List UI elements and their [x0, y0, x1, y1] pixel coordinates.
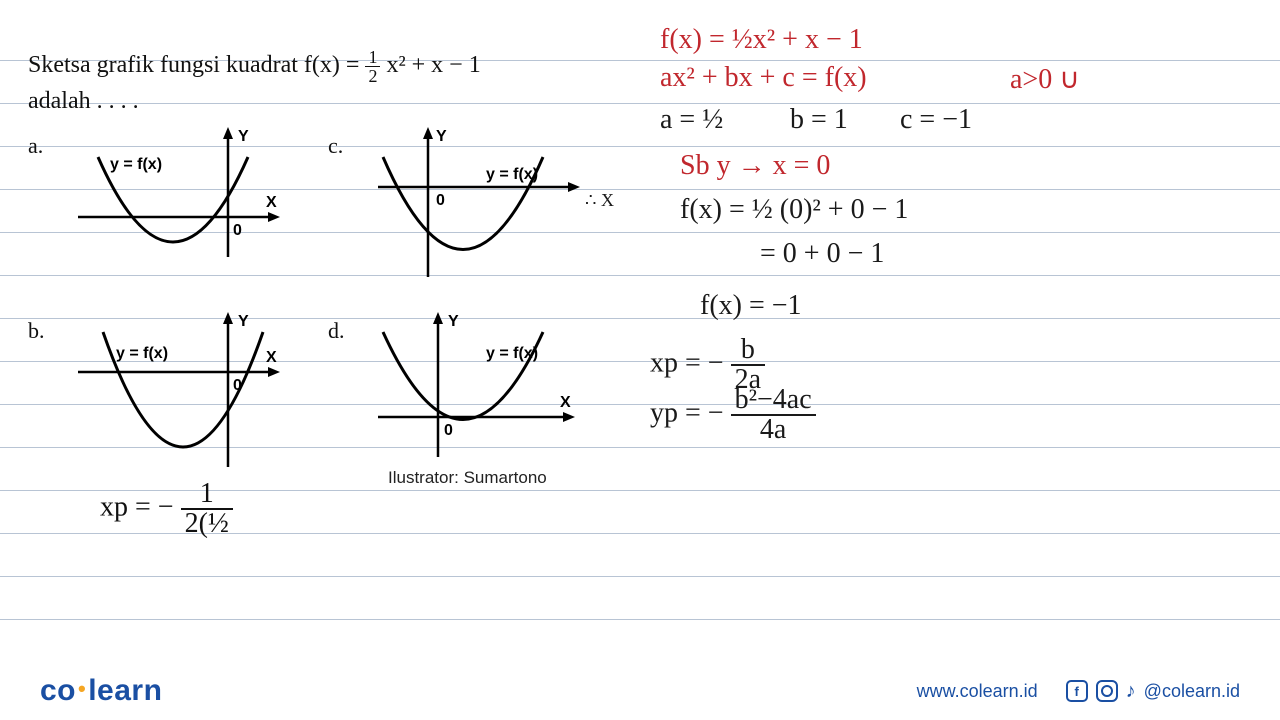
q-suffix: x² + x − 1 [386, 52, 480, 78]
d-x-axis: X [560, 394, 571, 411]
hw-b: b = 1 [790, 104, 848, 136]
q-line2: adalah . . . . [28, 88, 139, 114]
xp-working: xp = − 1 2(½ [100, 480, 233, 538]
hw-line-1: f(x) = ½x² + x − 1 [660, 24, 863, 56]
graph-a: Y X 0 y = f(x) [68, 127, 288, 292]
b-x-axis: X [266, 349, 277, 366]
hw-yp-prefix: yp = − [650, 397, 731, 428]
hw-sby: Sb y → x = 0 [680, 150, 830, 182]
b-origin: 0 [233, 377, 242, 394]
hw-xp-num: b [731, 336, 765, 366]
question-text: Sketsa grafik fungsi kuadrat f(x) = 1 2 … [28, 48, 618, 117]
options-grid: a. Y X 0 y = f(x) c. [28, 127, 618, 487]
hw-a: a = ½ [660, 104, 723, 136]
hw-result: f(x) = −1 [700, 290, 802, 322]
option-a: a. Y X 0 y = f(x) [28, 127, 308, 302]
facebook-icon: f [1066, 680, 1088, 702]
xp-working-den: 2(½ [181, 510, 233, 538]
q-frac-den: 2 [365, 67, 380, 85]
option-d: d. Y X 0 y = f(x) [328, 312, 608, 487]
option-c-label: c. [328, 133, 343, 159]
a-origin: 0 [233, 222, 242, 239]
hw-c: c = −1 [900, 104, 972, 136]
option-d-label: d. [328, 318, 345, 344]
option-b: b. Y X 0 y = f(x) [28, 312, 308, 487]
graph-d: Y X 0 y = f(x) [368, 312, 588, 477]
d-y-axis: Y [448, 313, 459, 330]
hw-yp-frac: b²−4ac 4a [731, 386, 816, 444]
hw-eval2: = 0 + 0 − 1 [760, 238, 884, 270]
b-curve-label: y = f(x) [116, 345, 168, 362]
hw-eval1: f(x) = ½ (0)² + 0 − 1 [680, 194, 908, 226]
footer-right: www.colearn.id f ♪ @colearn.id [917, 680, 1240, 703]
option-c: c. Y 0 y = f(x) [328, 127, 608, 302]
brand-learn: learn [88, 674, 162, 707]
q-frac-num: 1 [365, 48, 380, 67]
hw-line-2: ax² + bx + c = f(x) [660, 62, 867, 94]
guide-x-marker: ∴ X [585, 190, 614, 211]
tiktok-icon: ♪ [1126, 680, 1136, 703]
a-y-axis: Y [238, 128, 249, 145]
option-b-label: b. [28, 318, 45, 344]
graph-b: Y X 0 y = f(x) [68, 312, 288, 477]
hw-xp-prefix: xp = − [650, 347, 731, 378]
a-curve-label: y = f(x) [110, 156, 162, 173]
graph-c: Y 0 y = f(x) [368, 127, 588, 292]
footer-bar: co•learn www.colearn.id f ♪ @colearn.id [0, 662, 1280, 720]
hw-yp-den: 4a [731, 416, 816, 444]
b-y-axis: Y [238, 313, 249, 330]
c-origin: 0 [436, 192, 445, 209]
hw-yp-num: b²−4ac [731, 386, 816, 416]
xp-working-frac: 1 2(½ [181, 480, 233, 538]
brand-logo: co•learn [40, 674, 162, 708]
option-a-label: a. [28, 133, 43, 159]
page-content: Sketsa grafik fungsi kuadrat f(x) = 1 2 … [0, 0, 1280, 720]
hw-yp: yp = − b²−4ac 4a [650, 386, 816, 444]
hw-line-2b: a>0 ∪ [1010, 62, 1080, 96]
d-curve-label: y = f(x) [486, 345, 538, 362]
brand-dot: • [76, 676, 88, 701]
xp-working-prefix: xp = − [100, 491, 174, 522]
xp-working-num: 1 [181, 480, 233, 510]
q-fraction: 1 2 [365, 48, 380, 85]
brand-co: co [40, 674, 76, 707]
c-y-axis: Y [436, 128, 447, 145]
q-prefix: Sketsa grafik fungsi kuadrat f(x) = [28, 52, 365, 78]
illustrator-credit: Ilustrator: Sumartono [388, 468, 547, 488]
a-x-axis: X [266, 194, 277, 211]
d-origin: 0 [444, 422, 453, 439]
question-block: Sketsa grafik fungsi kuadrat f(x) = 1 2 … [28, 48, 618, 487]
social-handle: @colearn.id [1144, 681, 1240, 702]
instagram-icon [1096, 680, 1118, 702]
footer-url: www.colearn.id [917, 681, 1038, 702]
social-block: f ♪ @colearn.id [1066, 680, 1240, 703]
c-curve-label: y = f(x) [486, 166, 538, 183]
